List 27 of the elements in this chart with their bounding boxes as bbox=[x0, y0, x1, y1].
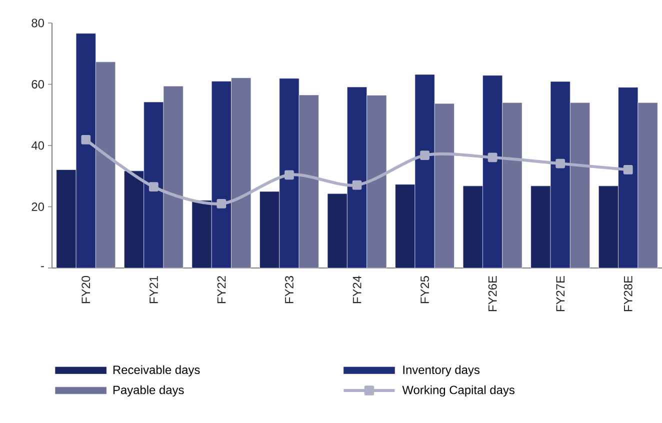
legend-label: Inventory days bbox=[403, 365, 480, 376]
point bbox=[488, 152, 498, 162]
point bbox=[216, 199, 226, 208]
x-tick-label: FY28E bbox=[624, 276, 632, 312]
point bbox=[81, 135, 91, 144]
point bbox=[352, 180, 362, 190]
x-tick-label: FY25 bbox=[420, 276, 430, 304]
x-tick-label: FY26E bbox=[488, 276, 497, 312]
point bbox=[284, 170, 294, 180]
x-tick-label: FY23 bbox=[284, 276, 294, 304]
x-tick-label: FY22 bbox=[217, 276, 226, 304]
y-tick-label: 60 bbox=[32, 80, 44, 88]
y-tick-label: 80 bbox=[32, 18, 44, 28]
y-tick-label: 40 bbox=[31, 141, 44, 150]
point bbox=[148, 182, 158, 192]
point bbox=[420, 150, 430, 160]
x-tick-label: FY24 bbox=[352, 276, 362, 304]
x-tick-label: FY27E bbox=[556, 276, 565, 312]
x-tick-label: FY20 bbox=[82, 276, 90, 304]
point bbox=[623, 165, 633, 174]
y-tick-label: 20 bbox=[32, 202, 44, 211]
legend-label: Receivable days bbox=[113, 365, 200, 376]
legend-label: Working Capital days bbox=[402, 385, 514, 397]
x-tick-label: FY21 bbox=[150, 276, 158, 304]
y-tick-label: - bbox=[41, 266, 44, 268]
point bbox=[556, 158, 566, 168]
legend-label: Payable days bbox=[113, 385, 184, 397]
